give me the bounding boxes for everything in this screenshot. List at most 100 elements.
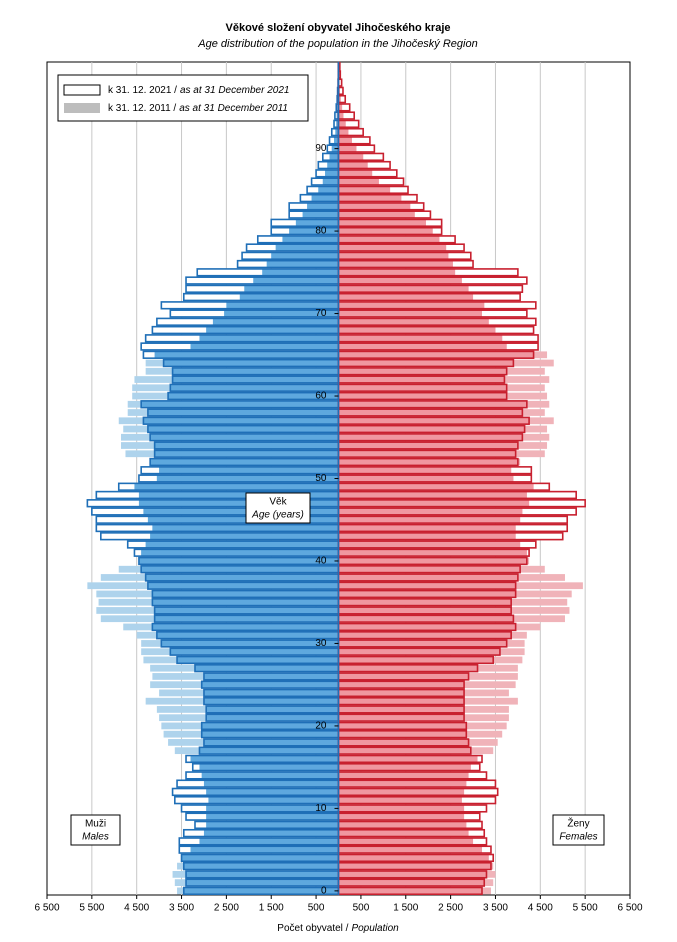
bar-2021-fill — [338, 136, 370, 144]
bar-overlap — [147, 425, 339, 433]
bar-overlap — [338, 706, 465, 713]
bar-overlap — [206, 821, 339, 829]
bar-overlap — [335, 128, 339, 136]
bar-overlap — [338, 607, 512, 614]
bar-overlap — [206, 805, 339, 812]
bar-overlap — [338, 508, 523, 515]
bar-overlap — [338, 161, 368, 169]
bar-overlap — [271, 252, 339, 260]
bar-overlap — [338, 780, 467, 788]
bar-overlap — [338, 714, 465, 722]
bar-overlap — [338, 689, 465, 697]
bar-overlap — [338, 574, 518, 581]
bar-overlap — [338, 145, 357, 152]
bar-overlap — [141, 549, 339, 557]
bar-overlap — [338, 623, 516, 631]
bar-overlap — [181, 854, 339, 862]
bar-overlap — [338, 202, 411, 210]
bar-overlap — [338, 343, 507, 350]
y-tick-label: 80 — [315, 226, 327, 237]
bar-overlap — [145, 574, 339, 581]
bar-overlap — [138, 499, 339, 507]
bar-overlap — [150, 433, 339, 441]
bar-overlap — [212, 318, 339, 326]
left-label: Muži — [85, 819, 106, 830]
bar-overlap — [338, 615, 514, 623]
bar-overlap — [338, 466, 512, 474]
bar-overlap — [338, 384, 507, 392]
bar-overlap — [150, 532, 339, 540]
bar-overlap — [150, 458, 339, 466]
bar-overlap — [338, 838, 474, 845]
bar-overlap — [338, 854, 489, 862]
right-label-box — [552, 814, 605, 846]
x-tick-label: 1 500 — [259, 903, 284, 914]
bar-overlap — [152, 590, 339, 598]
bar-overlap — [338, 598, 512, 606]
bar-overlap — [338, 862, 491, 870]
y-label: Věk — [269, 497, 287, 508]
bar-overlap — [262, 268, 339, 276]
bar-overlap — [338, 351, 534, 359]
bar-overlap — [338, 565, 521, 573]
bar-overlap — [203, 780, 339, 788]
bar-overlap — [143, 417, 339, 425]
bar-overlap — [161, 640, 339, 647]
bar-overlap — [154, 615, 339, 623]
bar-overlap — [338, 293, 474, 301]
bar-overlap — [239, 293, 339, 301]
x-tick-label: 6 500 — [34, 903, 59, 914]
x-tick-label: 500 — [308, 903, 325, 914]
bar-overlap — [201, 681, 339, 689]
bar-overlap — [156, 475, 339, 482]
y-label-box — [245, 492, 311, 524]
bar-overlap — [338, 879, 485, 887]
bar-overlap — [190, 343, 339, 350]
bar-overlap — [203, 829, 339, 837]
bar-overlap — [338, 499, 530, 507]
bar-overlap — [138, 557, 339, 565]
bar-overlap — [183, 887, 339, 895]
bar-overlap — [206, 813, 339, 821]
bar-overlap — [338, 169, 373, 177]
bar-2021-fill — [338, 87, 343, 95]
bar-overlap — [143, 508, 339, 515]
bar-overlap — [338, 433, 523, 441]
bar-overlap — [147, 516, 339, 524]
bar-overlap — [199, 763, 339, 771]
bar-overlap — [206, 706, 339, 713]
bar-overlap — [134, 483, 339, 491]
bar-overlap — [138, 491, 339, 499]
x-tick-label: 3 500 — [483, 903, 508, 914]
bar-overlap — [199, 747, 339, 755]
x-tick-label: 5 500 — [573, 903, 598, 914]
bar-overlap — [338, 524, 516, 532]
x-tick-label: 5 500 — [79, 903, 104, 914]
x-tick-label: 2 500 — [438, 903, 463, 914]
bar-overlap — [338, 582, 516, 590]
y-tick-label: 50 — [315, 473, 327, 484]
bar-overlap — [168, 392, 339, 400]
bar-overlap — [338, 310, 483, 317]
bar-overlap — [154, 450, 339, 458]
bar-overlap — [338, 673, 469, 680]
bar-overlap — [338, 763, 471, 771]
bar-overlap — [244, 285, 339, 293]
bar-overlap — [186, 870, 339, 878]
bar-overlap — [338, 805, 465, 812]
x-tick-label: 500 — [353, 903, 370, 914]
bar-overlap — [338, 400, 527, 408]
bar-overlap — [177, 656, 339, 664]
bar-overlap — [282, 235, 339, 243]
bar-overlap — [338, 755, 478, 763]
left-label-box — [70, 814, 121, 846]
y-tick-label: 20 — [315, 721, 327, 732]
bar-overlap — [141, 400, 339, 408]
bar-overlap — [338, 376, 505, 383]
bar-overlap — [338, 367, 507, 375]
bar-overlap — [338, 425, 525, 433]
bar-overlap — [338, 277, 462, 284]
bar-overlap — [302, 211, 339, 218]
bar-overlap — [152, 524, 339, 532]
bar-overlap — [327, 161, 339, 169]
